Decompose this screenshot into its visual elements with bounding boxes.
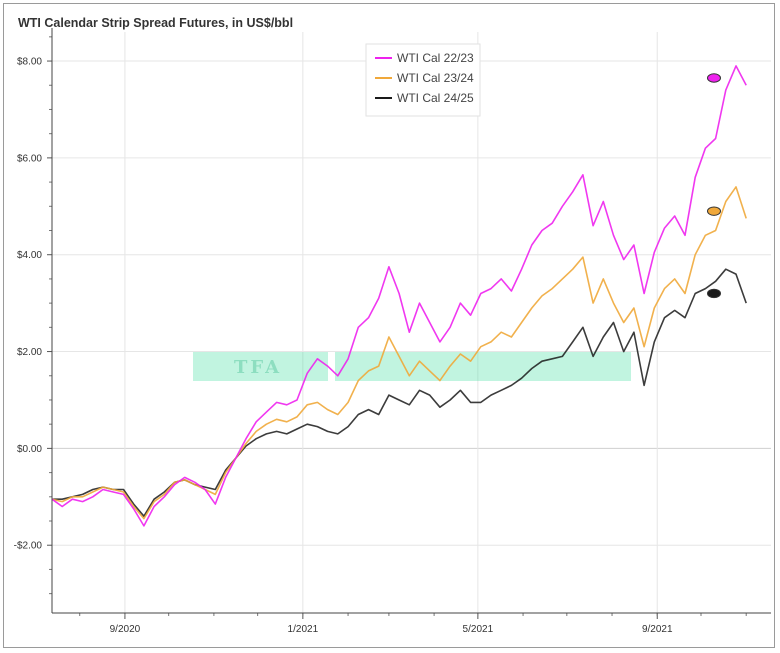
chart-title: WTI Calendar Strip Spread Futures, in US… bbox=[18, 16, 294, 30]
watermark-box-right bbox=[335, 352, 631, 381]
legend-label: WTI Cal 24/25 bbox=[397, 91, 474, 105]
y-tick-label: -$2.00 bbox=[14, 541, 43, 552]
x-tick-label: 9/2020 bbox=[110, 624, 141, 635]
legend: WTI Cal 22/23 WTI Cal 23/24 WTI Cal 24/25 bbox=[365, 43, 481, 117]
y-tick-label: $4.00 bbox=[17, 250, 42, 261]
x-tick-label: 1/2021 bbox=[288, 624, 319, 635]
y-tick-label: $8.00 bbox=[17, 57, 42, 68]
legend-label: WTI Cal 23/24 bbox=[397, 71, 474, 85]
axes: $8.00 $6.00 $4.00 $2.00 $0.00 -$2.00 9/2020 1/2… bbox=[14, 28, 771, 635]
y-tick-label: $2.00 bbox=[17, 347, 42, 358]
series-end-marker-1 bbox=[707, 73, 721, 83]
legend-label: WTI Cal 22/23 bbox=[397, 51, 474, 65]
grid-lines bbox=[52, 32, 771, 613]
series-line-2 bbox=[51, 186, 747, 520]
watermark: TFA bbox=[193, 352, 631, 381]
legend-box bbox=[365, 43, 481, 117]
series-end-marker-3 bbox=[707, 288, 721, 299]
series-end-marker-2 bbox=[707, 206, 721, 216]
x-tick-label: 9/2021 bbox=[642, 624, 673, 635]
y-tick-label: $6.00 bbox=[17, 153, 42, 164]
watermark-text: TFA bbox=[234, 357, 282, 378]
series-line-3 bbox=[52, 268, 747, 518]
x-tick-label: 5/2021 bbox=[463, 624, 494, 635]
series-line-1 bbox=[51, 65, 747, 527]
series-lines bbox=[51, 65, 747, 527]
y-tick-label: $0.00 bbox=[17, 444, 42, 455]
